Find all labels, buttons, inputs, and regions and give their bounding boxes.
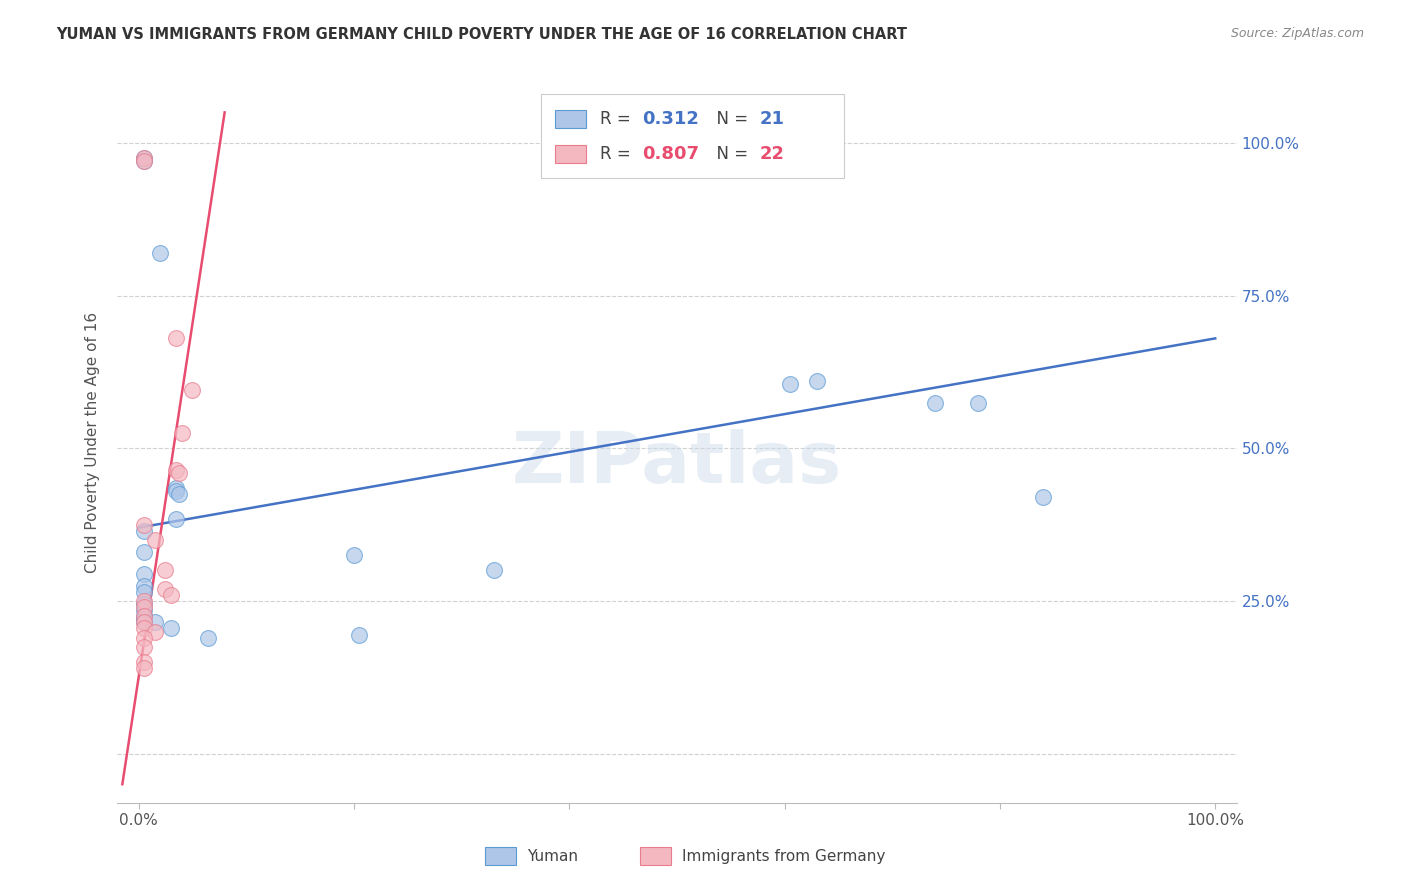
Point xyxy=(132,640,155,654)
Text: Immigrants from Germany: Immigrants from Germany xyxy=(682,849,886,863)
Text: ZIPatlas: ZIPatlas xyxy=(512,429,842,499)
Point xyxy=(132,615,155,630)
Point xyxy=(169,466,191,480)
Point xyxy=(132,600,155,615)
Point xyxy=(132,609,155,624)
Point xyxy=(165,463,187,477)
Point xyxy=(665,151,688,165)
Point xyxy=(149,246,172,260)
Point xyxy=(169,487,191,501)
Point xyxy=(132,566,155,581)
Point xyxy=(132,603,155,617)
Point xyxy=(165,331,187,345)
Point xyxy=(132,151,155,165)
Text: R =: R = xyxy=(600,110,637,128)
Point xyxy=(132,524,155,538)
Point xyxy=(132,631,155,645)
Point xyxy=(143,533,166,547)
Point xyxy=(1032,490,1054,504)
Point xyxy=(132,517,155,532)
Point xyxy=(165,511,187,525)
Point xyxy=(967,395,990,409)
Point xyxy=(806,374,828,388)
Point xyxy=(132,584,155,599)
Point xyxy=(197,631,219,645)
Point xyxy=(779,377,801,392)
Point xyxy=(155,582,177,596)
Point xyxy=(132,622,155,636)
Point xyxy=(132,154,155,169)
Point xyxy=(170,425,193,440)
Y-axis label: Child Poverty Under the Age of 16: Child Poverty Under the Age of 16 xyxy=(86,311,100,573)
Point xyxy=(155,564,177,578)
Point xyxy=(347,627,370,641)
Point xyxy=(159,588,181,602)
Point xyxy=(132,612,155,626)
Point xyxy=(924,395,946,409)
Point xyxy=(165,484,187,499)
Point xyxy=(132,597,155,611)
Point xyxy=(343,548,366,562)
Point xyxy=(132,661,155,675)
Text: 22: 22 xyxy=(759,145,785,163)
Point xyxy=(159,622,181,636)
Point xyxy=(165,481,187,495)
Point xyxy=(143,615,166,630)
Text: Yuman: Yuman xyxy=(527,849,578,863)
Text: N =: N = xyxy=(706,110,754,128)
Point xyxy=(132,545,155,559)
Text: N =: N = xyxy=(706,145,754,163)
Text: Source: ZipAtlas.com: Source: ZipAtlas.com xyxy=(1230,27,1364,40)
Point xyxy=(132,154,155,169)
Point xyxy=(132,151,155,165)
Point xyxy=(132,655,155,669)
Text: R =: R = xyxy=(600,145,637,163)
Point xyxy=(143,624,166,639)
Text: 0.807: 0.807 xyxy=(643,145,700,163)
Text: YUMAN VS IMMIGRANTS FROM GERMANY CHILD POVERTY UNDER THE AGE OF 16 CORRELATION C: YUMAN VS IMMIGRANTS FROM GERMANY CHILD P… xyxy=(56,27,907,42)
Point xyxy=(482,564,505,578)
Text: 0.312: 0.312 xyxy=(643,110,699,128)
Point xyxy=(132,615,155,630)
Point xyxy=(132,594,155,608)
Text: 21: 21 xyxy=(759,110,785,128)
Point xyxy=(132,609,155,624)
Point xyxy=(181,384,204,398)
Point xyxy=(132,579,155,593)
